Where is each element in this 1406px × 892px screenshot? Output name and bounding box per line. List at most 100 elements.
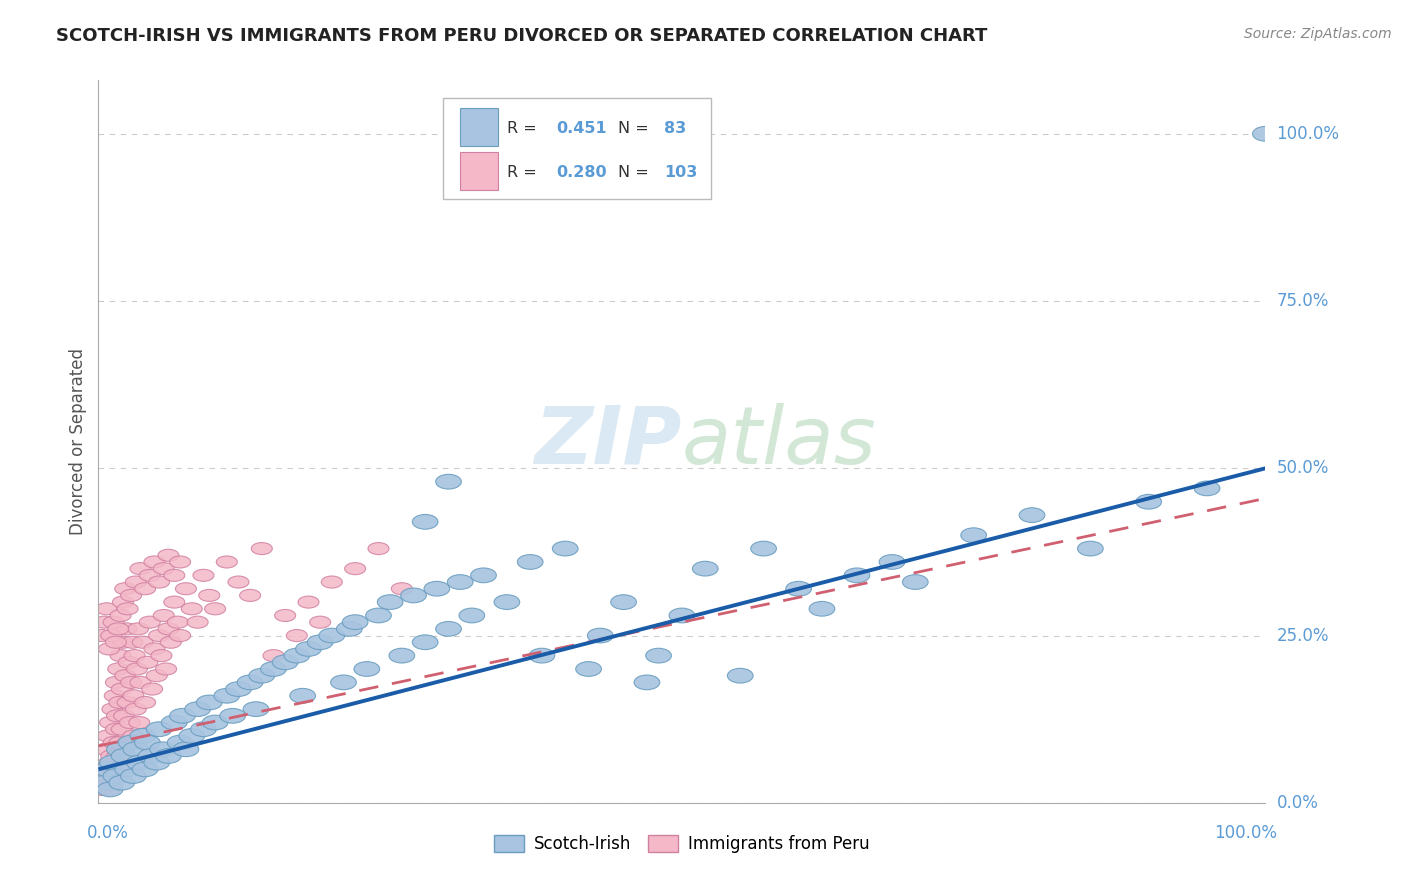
FancyBboxPatch shape: [460, 108, 498, 145]
Ellipse shape: [101, 777, 122, 789]
Text: 0.451: 0.451: [555, 120, 606, 136]
Ellipse shape: [436, 622, 461, 636]
Ellipse shape: [108, 697, 129, 708]
Ellipse shape: [425, 582, 450, 596]
Ellipse shape: [111, 683, 132, 695]
Ellipse shape: [118, 657, 139, 668]
Ellipse shape: [129, 716, 150, 729]
Ellipse shape: [132, 762, 157, 777]
Ellipse shape: [157, 549, 179, 561]
Ellipse shape: [121, 769, 146, 783]
Ellipse shape: [108, 737, 129, 748]
Ellipse shape: [225, 681, 252, 697]
Ellipse shape: [844, 568, 870, 582]
Ellipse shape: [517, 555, 543, 569]
Ellipse shape: [132, 636, 153, 648]
Ellipse shape: [96, 762, 121, 777]
Ellipse shape: [368, 542, 389, 555]
Ellipse shape: [125, 576, 146, 588]
Ellipse shape: [117, 697, 138, 708]
Text: 0.0%: 0.0%: [1277, 794, 1319, 812]
Ellipse shape: [634, 675, 659, 690]
Text: SCOTCH-IRISH VS IMMIGRANTS FROM PERU DIVORCED OR SEPARATED CORRELATION CHART: SCOTCH-IRISH VS IMMIGRANTS FROM PERU DIV…: [56, 27, 987, 45]
Text: N =: N =: [617, 165, 654, 180]
Ellipse shape: [100, 716, 121, 729]
Ellipse shape: [105, 636, 127, 648]
Ellipse shape: [184, 702, 211, 716]
Ellipse shape: [100, 756, 125, 770]
Ellipse shape: [1077, 541, 1104, 556]
Ellipse shape: [101, 750, 122, 762]
Text: N =: N =: [617, 120, 654, 136]
Ellipse shape: [127, 663, 148, 675]
Text: ZIP: ZIP: [534, 402, 682, 481]
Ellipse shape: [93, 764, 114, 775]
Ellipse shape: [808, 601, 835, 616]
Ellipse shape: [135, 735, 160, 750]
Ellipse shape: [115, 582, 136, 595]
Ellipse shape: [124, 649, 145, 662]
Ellipse shape: [219, 708, 246, 723]
Ellipse shape: [336, 622, 363, 636]
Ellipse shape: [344, 563, 366, 574]
Ellipse shape: [120, 716, 141, 729]
Ellipse shape: [727, 668, 754, 683]
Ellipse shape: [553, 541, 578, 556]
Ellipse shape: [167, 616, 188, 628]
Ellipse shape: [142, 683, 163, 695]
Ellipse shape: [112, 636, 134, 648]
Ellipse shape: [298, 596, 319, 608]
Ellipse shape: [156, 663, 177, 675]
Ellipse shape: [157, 623, 179, 635]
Ellipse shape: [205, 603, 225, 615]
Text: 83: 83: [665, 120, 686, 136]
Ellipse shape: [139, 616, 160, 628]
Ellipse shape: [136, 657, 157, 668]
Ellipse shape: [94, 777, 115, 789]
Ellipse shape: [287, 630, 308, 641]
Text: atlas: atlas: [682, 402, 877, 481]
Text: 50.0%: 50.0%: [1277, 459, 1329, 477]
Ellipse shape: [170, 630, 191, 641]
Ellipse shape: [143, 756, 170, 770]
Ellipse shape: [170, 556, 191, 568]
Ellipse shape: [111, 764, 132, 775]
Text: 75.0%: 75.0%: [1277, 292, 1329, 310]
Ellipse shape: [273, 655, 298, 670]
Ellipse shape: [260, 662, 287, 676]
Ellipse shape: [139, 569, 160, 582]
Ellipse shape: [101, 630, 122, 641]
Ellipse shape: [112, 596, 134, 608]
Ellipse shape: [173, 742, 198, 756]
Ellipse shape: [309, 616, 330, 628]
Ellipse shape: [391, 582, 412, 595]
Ellipse shape: [146, 670, 167, 681]
Ellipse shape: [494, 595, 520, 609]
Ellipse shape: [163, 569, 184, 582]
Ellipse shape: [135, 582, 156, 595]
Ellipse shape: [121, 590, 142, 601]
Ellipse shape: [90, 783, 111, 796]
Ellipse shape: [786, 582, 811, 596]
Ellipse shape: [197, 695, 222, 710]
Ellipse shape: [107, 710, 128, 722]
Ellipse shape: [342, 615, 368, 630]
Ellipse shape: [125, 703, 146, 715]
Ellipse shape: [295, 641, 322, 657]
Ellipse shape: [471, 568, 496, 582]
Ellipse shape: [243, 702, 269, 716]
Ellipse shape: [228, 576, 249, 588]
Ellipse shape: [322, 576, 342, 588]
Text: R =: R =: [508, 165, 541, 180]
Ellipse shape: [960, 528, 987, 542]
Ellipse shape: [110, 649, 131, 662]
Ellipse shape: [103, 769, 129, 783]
Ellipse shape: [107, 750, 128, 762]
Ellipse shape: [104, 764, 125, 775]
Ellipse shape: [263, 649, 284, 662]
Ellipse shape: [107, 742, 132, 756]
Ellipse shape: [284, 648, 309, 663]
Ellipse shape: [114, 750, 135, 762]
Ellipse shape: [1194, 481, 1220, 496]
Ellipse shape: [575, 662, 602, 676]
